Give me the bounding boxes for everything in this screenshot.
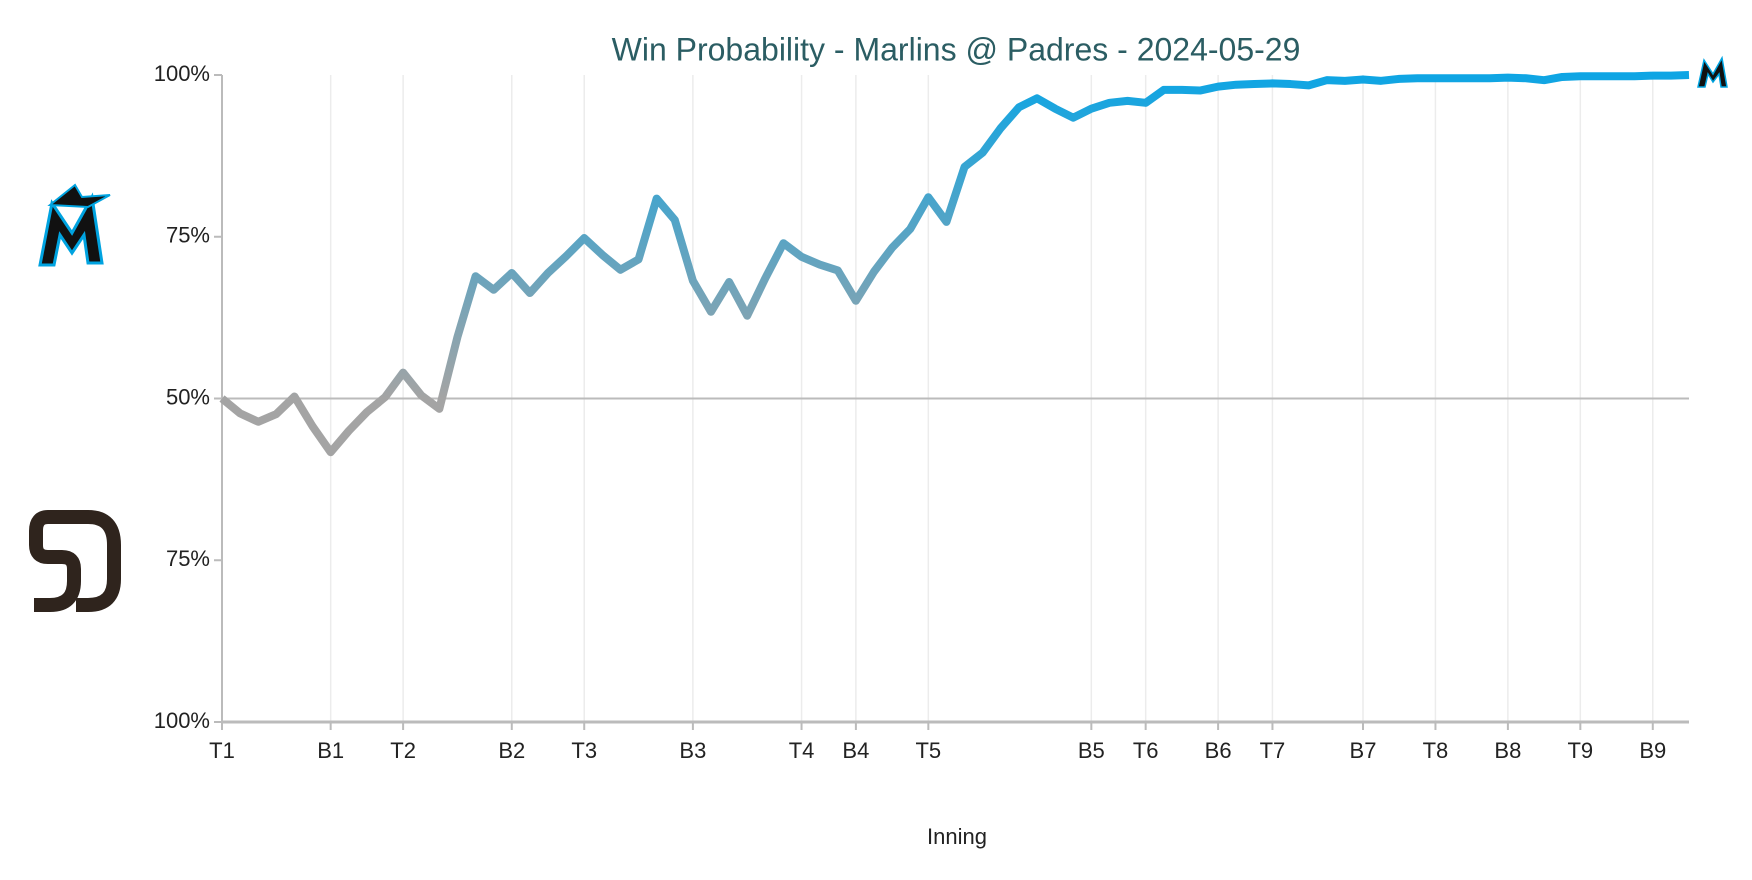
x-tick-label: B8 [1494,738,1521,763]
x-tick-label: B9 [1639,738,1666,763]
x-axis-label: Inning [927,824,987,849]
x-tick-label: T1 [209,738,235,763]
marlins-logo [38,183,111,267]
y-tick-label: 100% [154,61,210,86]
x-tick-label: B5 [1078,738,1105,763]
y-tick-label: 50% [166,384,210,409]
y-tick-label: 75% [166,223,210,248]
marlins-logo-small [1697,55,1728,88]
x-tick-label: T7 [1260,738,1286,763]
x-tick-label: T9 [1567,738,1593,763]
chart-title: Win Probability - Marlins @ Padres - 202… [612,31,1301,67]
y-tick-label: 75% [166,546,210,571]
x-tick-label: T3 [571,738,597,763]
x-tick-label: B1 [317,738,344,763]
win-probability-line [219,71,1690,457]
x-tick-label: B4 [842,738,869,763]
x-tick-label: T8 [1423,738,1449,763]
x-tick-label: T5 [915,738,941,763]
x-tick-label: B2 [498,738,525,763]
x-tick-label: T2 [390,738,416,763]
x-tick-label: T6 [1133,738,1159,763]
x-tick-label: T4 [789,738,815,763]
x-tick-label: B3 [679,738,706,763]
x-tick-label: B6 [1205,738,1232,763]
y-tick-label: 100% [154,708,210,733]
padres-logo [29,510,121,612]
x-tick-label: B7 [1350,738,1377,763]
